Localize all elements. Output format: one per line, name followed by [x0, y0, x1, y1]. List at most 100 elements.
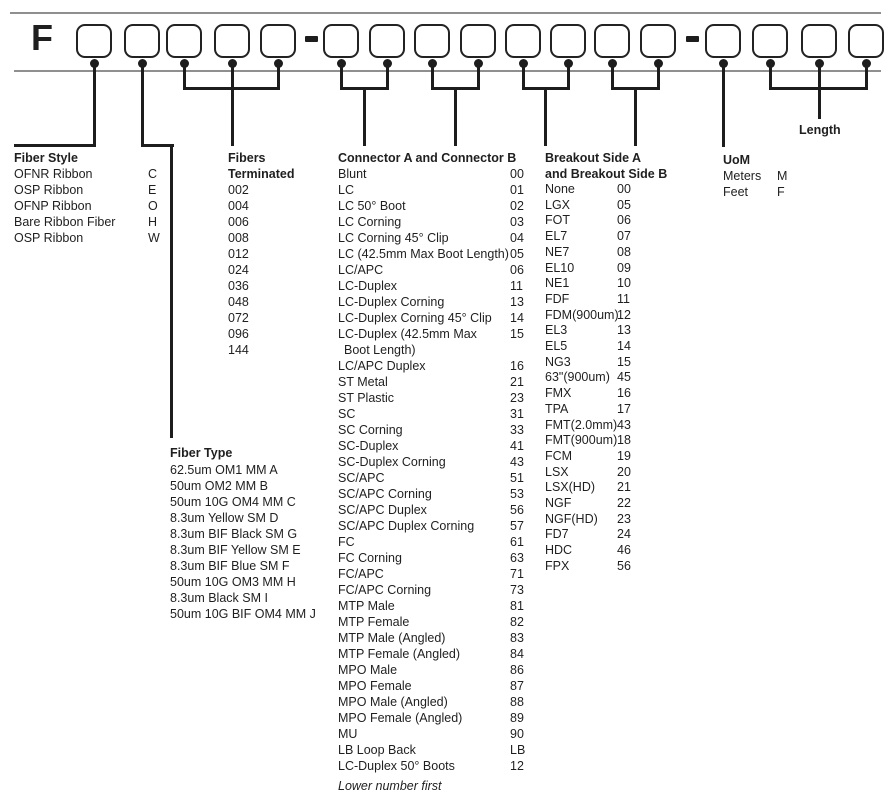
breakout-label: NE7	[545, 244, 570, 259]
fiber-style-code: C	[148, 167, 158, 181]
connector-label: LC/APC	[338, 263, 384, 277]
lead-line	[385, 63, 389, 90]
uom-label: Feet	[723, 185, 749, 199]
digit-box-16	[801, 24, 837, 58]
fiber-style-elbow	[14, 144, 96, 147]
connector-label: LC (42.5mm Max Boot Length)	[338, 247, 509, 261]
connector-item: LB Loop Back LB	[338, 742, 525, 758]
uom-item: Meters M	[723, 168, 787, 184]
fiber-type-value: 50um 10G OM3 MM H	[170, 575, 296, 589]
breakout-item: EL3 13	[545, 323, 667, 339]
connector-item: FC Corning 63	[338, 550, 525, 566]
fiber-type-value: 8.3um Yellow SM D	[170, 511, 279, 525]
connector-code: 15	[510, 327, 524, 341]
lead-line	[339, 63, 343, 90]
breakout-code: 21	[617, 480, 631, 495]
drop-line	[817, 87, 821, 119]
breakout-item: FMT(2.0mm) 43	[545, 418, 667, 434]
connector-label: SC/APC Duplex	[338, 503, 427, 517]
separator-dash-2	[686, 36, 699, 42]
separator-dash-1	[305, 36, 318, 42]
connector-item: LC (42.5mm Max Boot Length) 05	[338, 246, 525, 262]
fiber-style-item: OFNR Ribbon C	[14, 166, 160, 182]
connector-label: LC-Duplex Corning 45° Clip	[338, 311, 492, 325]
breakout-label: FMT(2.0mm)	[545, 417, 618, 432]
connector-item: LC/APC Duplex 16	[338, 358, 525, 374]
connector-label: ST Plastic	[338, 391, 395, 405]
fibers-terminated-item: 006	[228, 214, 294, 230]
fiber-type-value: 8.3um Black SM I	[170, 591, 268, 605]
fiber-style-list: OFNR Ribbon C OSP Ribbon E OFNP Ribbon O…	[14, 166, 160, 246]
breakout-code: 18	[617, 433, 631, 448]
lead-line	[656, 63, 660, 90]
breakout-item: LSX 20	[545, 465, 667, 481]
digit-box-14	[705, 24, 741, 58]
breakout-item: FCM 19	[545, 449, 667, 465]
fibers-terminated-value: 024	[228, 263, 249, 277]
breakout-code: 09	[617, 260, 631, 275]
breakout-label: LSX(HD)	[545, 480, 596, 495]
breakout-item: None 00	[545, 182, 667, 198]
breakout-label: EL10	[545, 260, 575, 275]
fiber-style-section: Fiber Style OFNR Ribbon C OSP Ribbon E O…	[14, 150, 160, 246]
connector-label: SC	[338, 407, 356, 421]
breakout-label: HDC	[545, 543, 573, 558]
fiber-type-item: 8.3um Yellow SM D	[170, 510, 316, 526]
connector-label: MTP Male	[338, 599, 395, 613]
fibers-terminated-item: 096	[228, 326, 294, 342]
breakout-section: Breakout Side A and Breakout Side B None…	[545, 150, 667, 575]
breakout-label: FD7	[545, 527, 569, 542]
breakout-item: TPA 17	[545, 402, 667, 418]
connector-label: LB Loop Back	[338, 743, 416, 757]
digit-box-17	[848, 24, 884, 58]
fiber-type-value: 8.3um BIF Blue SM F	[170, 559, 290, 573]
breakout-code: 24	[617, 527, 631, 542]
breakout-item: NE1 10	[545, 276, 667, 292]
uom-label: Meters	[723, 169, 762, 183]
fibers-terminated-value: 072	[228, 311, 249, 325]
connector-section: Connector A and Connector B Blunt 00 LC …	[338, 150, 525, 794]
fiber-type-elbow	[140, 144, 174, 147]
breakout-item: NGF(HD) 23	[545, 512, 667, 528]
digit-box-15	[752, 24, 788, 58]
connector-item: MTP Male (Angled) 83	[338, 630, 525, 646]
connector-label: LC/APC Duplex	[338, 359, 426, 373]
fiber-type-item: 50um 10G BIF OM4 MM J	[170, 606, 316, 622]
breakout-item: 63"(900um) 45	[545, 370, 667, 386]
connector-item: SC/APC 51	[338, 470, 525, 486]
breakout-label: FOT	[545, 213, 570, 228]
connector-item: LC Corning 45° Clip 04	[338, 230, 525, 246]
breakout-code: 07	[617, 229, 631, 244]
fibers-terminated-title-line2: Terminated	[228, 167, 295, 181]
fiber-type-value: 50um 10G BIF OM4 MM J	[170, 607, 316, 621]
digit-box-6	[323, 24, 359, 58]
fibers-terminated-item: 008	[228, 230, 294, 246]
lead-line	[721, 63, 725, 147]
drop-line	[453, 87, 457, 146]
connector-code: 33	[510, 423, 524, 437]
breakout-code: 16	[617, 386, 631, 401]
digit-box-11	[550, 24, 586, 58]
connector-item: MPO Female (Angled) 89	[338, 710, 525, 726]
connector-code: 12	[510, 759, 524, 773]
breakout-item: FOT 06	[545, 213, 667, 229]
digit-box-3	[166, 24, 202, 58]
connector-label: MPO Male	[338, 663, 398, 677]
connector-code: 89	[510, 711, 524, 725]
connector-code: 03	[510, 215, 524, 229]
connector-item: LC-Duplex Corning 13	[338, 294, 525, 310]
breakout-label: NGF	[545, 496, 572, 511]
lead-line	[864, 63, 868, 90]
fiber-style-label: OSP Ribbon	[14, 231, 84, 245]
connector-label: Blunt	[338, 167, 367, 181]
breakout-code: 08	[617, 244, 631, 259]
digit-box-12	[594, 24, 630, 58]
lead-line	[92, 63, 96, 147]
breakout-code: 11	[617, 291, 630, 306]
connector-code: 82	[510, 615, 524, 629]
breakout-item: LGX 05	[545, 198, 667, 214]
connector-code: 13	[510, 295, 524, 309]
connector-code: 57	[510, 519, 524, 533]
fiber-style-code: W	[148, 231, 160, 245]
